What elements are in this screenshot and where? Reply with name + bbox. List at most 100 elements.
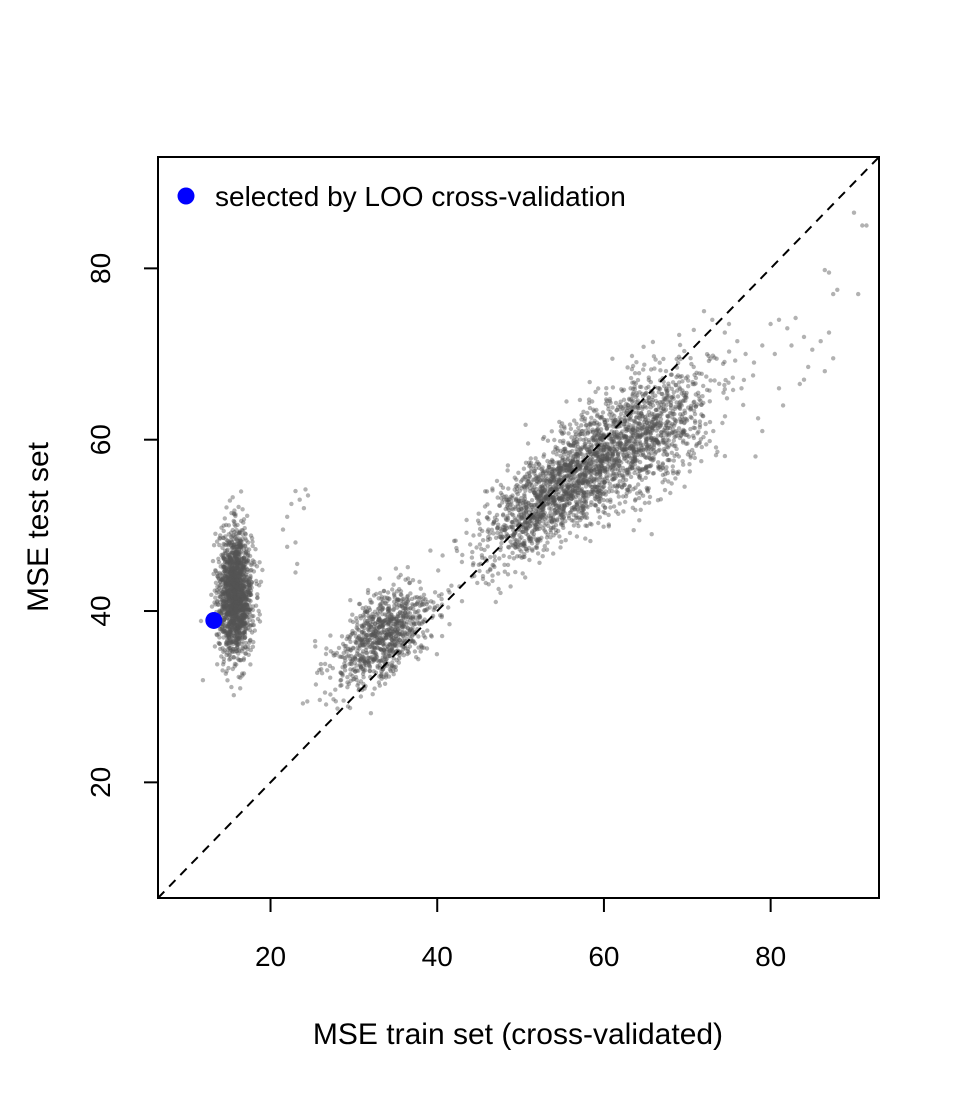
data-point xyxy=(227,561,232,566)
data-point xyxy=(596,507,601,512)
data-point xyxy=(352,656,358,661)
data-point xyxy=(324,646,329,651)
data-point xyxy=(243,627,249,632)
data-point xyxy=(567,530,573,536)
data-point xyxy=(227,563,232,568)
data-point xyxy=(230,666,235,672)
data-point xyxy=(235,546,240,552)
data-point xyxy=(532,477,537,482)
data-point xyxy=(498,545,503,550)
data-point xyxy=(242,593,247,598)
data-point xyxy=(469,555,475,560)
data-point xyxy=(388,647,393,653)
data-point xyxy=(474,545,479,550)
data-point xyxy=(237,594,242,599)
data-point xyxy=(243,626,249,631)
data-point xyxy=(699,459,704,464)
data-point xyxy=(356,681,361,686)
data-point xyxy=(436,593,442,598)
data-point xyxy=(229,596,234,601)
data-point xyxy=(226,633,232,638)
data-point xyxy=(234,528,239,533)
data-point xyxy=(669,411,674,416)
data-point xyxy=(553,492,559,497)
data-point xyxy=(414,655,419,660)
data-point xyxy=(231,570,236,575)
data-point xyxy=(235,585,240,590)
data-point xyxy=(233,594,238,600)
data-point xyxy=(227,560,232,565)
data-point xyxy=(548,510,553,515)
data-point xyxy=(366,605,372,611)
data-point xyxy=(669,450,674,455)
data-point xyxy=(235,615,240,620)
data-points xyxy=(198,210,869,716)
data-point xyxy=(239,545,244,551)
data-point xyxy=(229,627,234,632)
data-point xyxy=(243,640,249,646)
data-point xyxy=(624,428,629,434)
data-point xyxy=(621,477,626,482)
data-point xyxy=(225,576,231,581)
data-point xyxy=(517,536,522,542)
data-point xyxy=(235,626,240,631)
data-point xyxy=(213,595,218,600)
data-point xyxy=(237,616,242,621)
data-point xyxy=(399,592,404,598)
data-point xyxy=(237,570,242,575)
data-point xyxy=(237,616,242,622)
data-point xyxy=(213,602,218,607)
data-point xyxy=(399,602,405,607)
data-point xyxy=(377,674,382,679)
data-point xyxy=(242,581,247,586)
data-point xyxy=(559,539,564,544)
data-point xyxy=(246,598,251,603)
data-point xyxy=(226,618,232,623)
data-point xyxy=(477,532,482,537)
data-point xyxy=(244,614,249,619)
data-point xyxy=(440,553,445,558)
data-point xyxy=(225,647,230,652)
data-point xyxy=(220,610,226,615)
data-point xyxy=(233,513,238,519)
data-point xyxy=(557,534,562,539)
data-point xyxy=(247,598,252,603)
data-point xyxy=(219,626,225,632)
data-point xyxy=(228,603,233,608)
data-point xyxy=(619,484,624,490)
data-point xyxy=(565,479,571,484)
data-point xyxy=(240,590,245,595)
data-point xyxy=(230,586,236,591)
data-point xyxy=(211,571,216,577)
data-point xyxy=(227,657,232,662)
data-point xyxy=(225,612,231,618)
data-point xyxy=(243,601,248,606)
data-point xyxy=(235,585,241,590)
data-point xyxy=(229,612,234,617)
data-point xyxy=(225,568,230,573)
data-point xyxy=(226,569,232,575)
data-point xyxy=(242,531,248,536)
data-point xyxy=(236,630,242,636)
data-point xyxy=(688,455,693,460)
data-point xyxy=(222,557,228,562)
data-point xyxy=(225,538,230,543)
data-point xyxy=(231,597,237,602)
data-point xyxy=(224,586,229,591)
data-point xyxy=(408,591,413,596)
data-point xyxy=(248,647,253,653)
data-point xyxy=(240,589,246,594)
data-point xyxy=(227,580,232,585)
data-point xyxy=(328,633,333,638)
data-point xyxy=(248,592,253,597)
data-point xyxy=(249,567,254,573)
data-point xyxy=(239,582,244,587)
data-point xyxy=(233,581,238,586)
data-point xyxy=(210,558,216,564)
data-point xyxy=(251,639,256,645)
data-point xyxy=(449,583,454,588)
data-point xyxy=(247,627,253,633)
data-point xyxy=(608,505,613,510)
data-point xyxy=(237,543,243,548)
data-point xyxy=(558,545,563,550)
